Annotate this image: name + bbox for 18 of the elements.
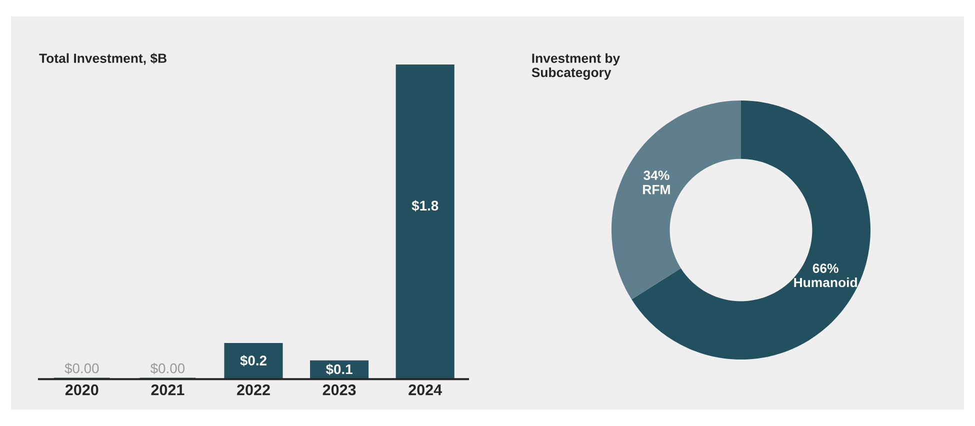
slice-label: Humanoid	[794, 277, 857, 288]
data-label: $0.00	[150, 362, 185, 374]
data-label: 66%	[812, 264, 838, 273]
x-tick-label: 2023	[322, 384, 356, 396]
data-label: $1.8	[412, 200, 438, 212]
donut-slice	[632, 100, 870, 360]
x-tick-label: 2022	[237, 384, 270, 396]
x-tick-label: 2024	[408, 384, 442, 396]
x-tick-label: 2021	[151, 384, 184, 396]
slice-label: RFM	[643, 185, 670, 194]
donut-slice	[612, 100, 741, 300]
data-label: $0.1	[326, 364, 352, 376]
data-label: 34%	[644, 170, 670, 180]
data-label: $0.2	[240, 355, 266, 366]
chart-title: Investment by Subcategory	[532, 53, 620, 80]
chart-title: Total Investment, $B	[39, 53, 166, 65]
data-label: $0.00	[64, 362, 99, 374]
x-tick-label: 2020	[65, 384, 98, 396]
